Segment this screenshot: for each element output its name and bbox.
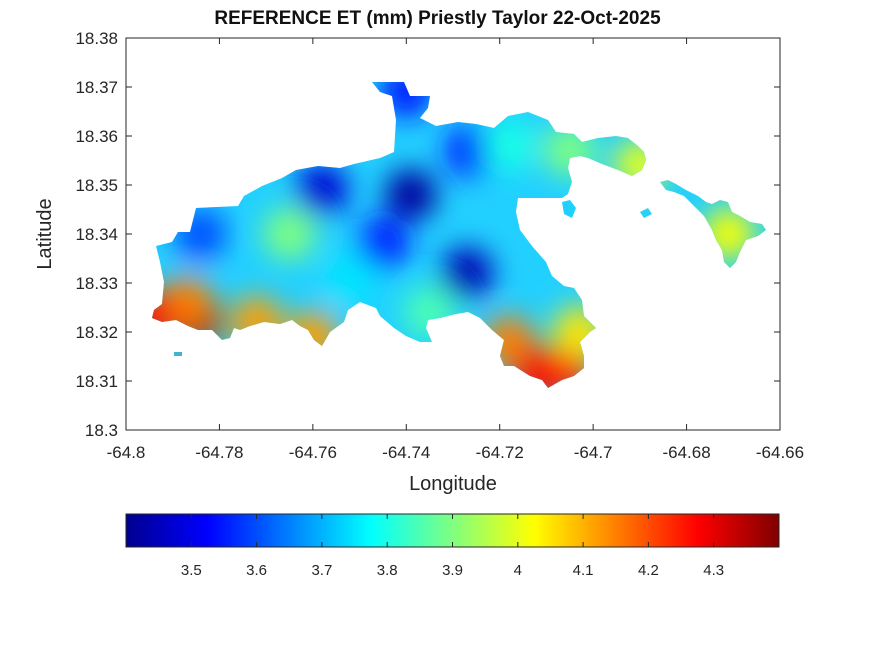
x-tick-label: -64.68 xyxy=(662,443,710,462)
heat-point xyxy=(296,163,349,216)
colorbar-tick-label: 3.8 xyxy=(377,562,398,579)
heat-point xyxy=(263,208,316,260)
x-tick-label: -64.76 xyxy=(289,443,337,462)
colorbar-tick-label: 3.7 xyxy=(311,562,332,579)
colorbar-tick-label: 4.2 xyxy=(638,562,659,579)
heat-point xyxy=(384,168,437,221)
colorbar-tick-label: 4.1 xyxy=(573,562,594,579)
y-tick-label: 18.37 xyxy=(75,78,118,97)
x-axis: -64.8 -64.78 -64.76 -64.74 -64.72 -64.7 -64.68… xyxy=(107,38,804,462)
colorbar-tick-label: 4 xyxy=(514,562,522,579)
y-axis: 18.3 18.31 18.32 18.33 18.34 18.35 18.36 18.37 1… xyxy=(75,29,780,440)
x-tick-label: -64.66 xyxy=(756,443,804,462)
y-axis-label: Latitude xyxy=(34,198,56,269)
x-axis-label: Longitude xyxy=(409,473,497,495)
y-tick-label: 18.36 xyxy=(75,127,118,146)
heat-point xyxy=(483,119,536,172)
x-tick-label: -64.8 xyxy=(107,443,146,462)
x-tick-label: -64.72 xyxy=(476,443,524,462)
y-tick-label: 18.35 xyxy=(75,176,118,195)
heat-point xyxy=(324,252,377,305)
x-tick-label: -64.7 xyxy=(574,443,613,462)
x-tick-label: -64.74 xyxy=(382,443,430,462)
y-tick-label: 18.32 xyxy=(75,323,118,342)
colorbar-tick-label: 3.6 xyxy=(246,562,267,579)
y-tick-label: 18.3 xyxy=(85,421,118,440)
colorbar-ticks: 3.5 3.6 3.7 3.8 3.9 4 4.1 4.2 4.3 xyxy=(181,514,724,579)
colorbar-tick-label: 4.3 xyxy=(703,562,724,579)
y-tick-label: 18.38 xyxy=(75,29,118,48)
colorbar-tick-label: 3.9 xyxy=(442,562,463,579)
x-tick-label: -64.78 xyxy=(195,443,243,462)
colorbar-tick-label: 3.5 xyxy=(181,562,202,579)
y-tick-label: 18.33 xyxy=(75,274,118,293)
y-tick-label: 18.34 xyxy=(75,225,118,244)
y-tick-label: 18.31 xyxy=(75,372,118,391)
heat-point xyxy=(441,247,494,300)
chart-title: REFERENCE ET (mm) Priestly Taylor 22-Oct… xyxy=(214,8,661,29)
colorbar xyxy=(125,513,780,548)
heat-point xyxy=(356,217,409,270)
